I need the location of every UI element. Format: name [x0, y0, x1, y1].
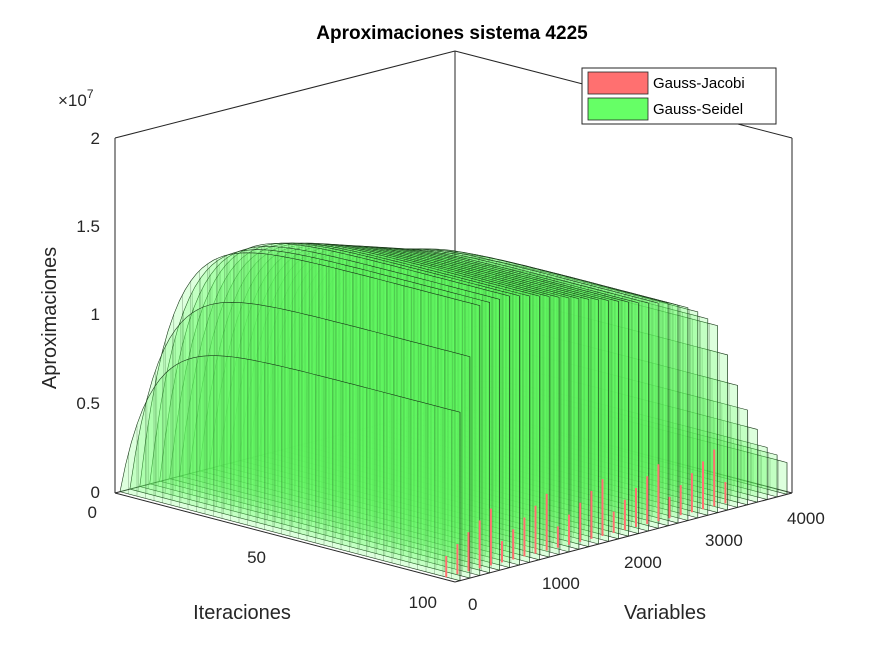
axes-box [114, 50, 793, 494]
y-tick-labels: 0 50 100 [88, 503, 437, 612]
x-axis-label: Variables [624, 602, 706, 624]
y-tick-0: 0 [88, 503, 97, 522]
x-tick-4: 4000 [787, 509, 825, 528]
z-tick-4: 2 [91, 129, 100, 148]
legend: Gauss-Jacobi Gauss-Seidel [581, 67, 777, 125]
chart-title: Aproximaciones sistema 4225 [316, 23, 588, 44]
z-axis-label: Aproximaciones [39, 247, 61, 389]
bar-surfaces [119, 242, 788, 582]
z-tick-3: 1.5 [76, 217, 100, 236]
x-tick-1: 1000 [542, 574, 580, 593]
y-tick-1: 50 [247, 548, 266, 567]
y-tick-2: 100 [409, 593, 437, 612]
legend-swatch-seidel [587, 97, 649, 121]
z-tick-0: 0 [91, 483, 100, 502]
z-tick-labels: 0 0.5 1 1.5 2 [76, 129, 100, 502]
y-axis-label: Iteraciones [193, 602, 291, 624]
z-tick-1: 0.5 [76, 394, 100, 413]
legend-label-jacobi: Gauss-Jacobi [653, 75, 745, 92]
x-tick-0: 0 [468, 595, 477, 614]
legend-label-seidel: Gauss-Seidel [653, 101, 743, 118]
front-edges [114, 492, 793, 583]
x-tick-3: 3000 [705, 531, 743, 550]
legend-swatch-jacobi [587, 71, 649, 95]
z-exponent: ×107 [58, 87, 94, 110]
z-tick-2: 1 [91, 305, 100, 324]
x-tick-2: 2000 [624, 553, 662, 572]
x-tick-labels: 0 1000 2000 3000 4000 [468, 509, 825, 614]
